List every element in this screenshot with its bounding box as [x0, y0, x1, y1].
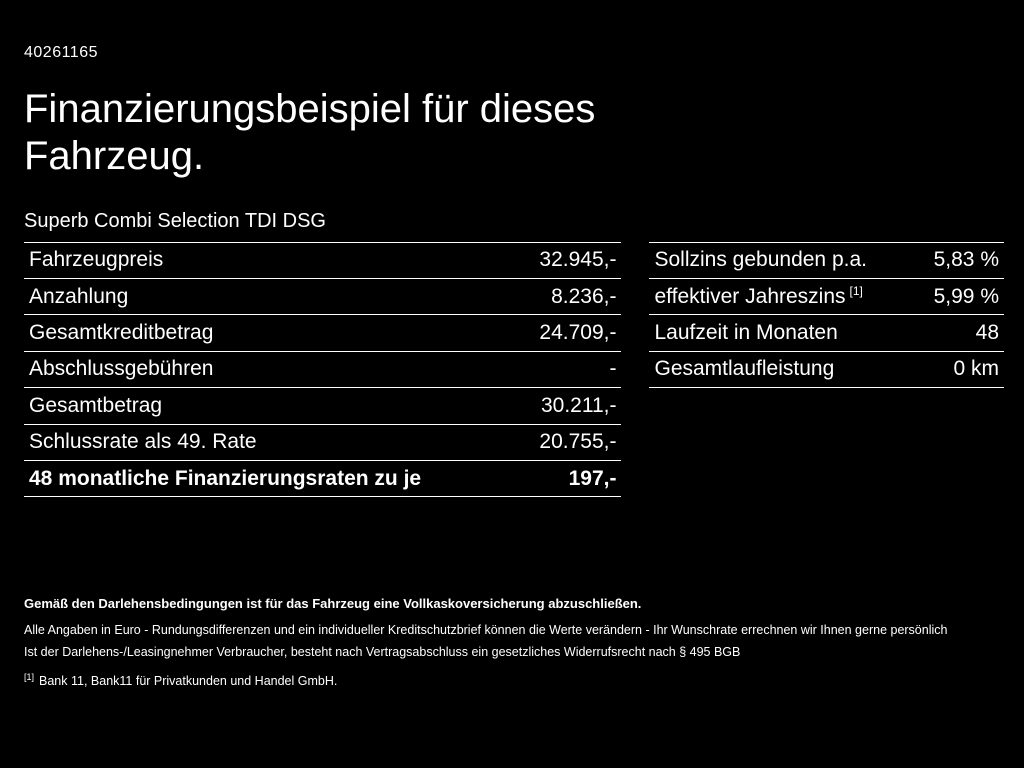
row-label: Gesamtkreditbetrag	[29, 321, 214, 345]
row-value: 24.709,-	[539, 321, 617, 345]
row-label: Schlussrate als 49. Rate	[29, 430, 257, 454]
row-value: 48	[975, 321, 999, 345]
row-value: -	[609, 357, 617, 381]
legal-footer: Gemäß den Darlehensbedingungen ist für d…	[24, 596, 1004, 688]
row-label: Gesamtbetrag	[29, 393, 163, 417]
row-label: Fahrzeugpreis	[29, 248, 164, 272]
footnote-ref: [1]	[849, 284, 863, 299]
insurance-requirement-note: Gemäß den Darlehensbedingungen ist für d…	[24, 596, 642, 612]
table-row-monthly-rate: 48 monatliche Finanzierungsraten zu je 1…	[24, 459, 622, 496]
row-value: 0 km	[953, 357, 999, 381]
table-row: Anzahlung 8.236,-	[24, 277, 622, 314]
row-value: 5,99 %	[933, 284, 999, 308]
row-value: 30.211,-	[540, 393, 617, 417]
row-label: Abschlussgebühren	[29, 357, 214, 381]
table-row: Gesamtbetrag 30.211,-	[24, 387, 622, 423]
financing-tables: Fahrzeugpreis 32.945,- Anzahlung 8.236,-…	[24, 241, 1004, 498]
financing-conditions-table: Sollzins gebunden p.a. 5,83 % effektiver…	[649, 241, 1004, 389]
table-row: Sollzins gebunden p.a. 5,83 %	[649, 241, 1004, 278]
row-label: effektiver Jahreszins [1]	[654, 284, 862, 309]
disclaimer-line-2: Ist der Darlehens-/Leasingnehmer Verbrau…	[24, 645, 741, 660]
row-value: 197,-	[568, 466, 617, 490]
table-row: effektiver Jahreszins [1] 5,99 %	[649, 277, 1004, 314]
disclaimer-line-1: Alle Angaben in Euro - Rundungsdifferenz…	[24, 623, 948, 638]
bank-footnote-text: Bank 11, Bank11 für Privatkunden und Han…	[39, 674, 338, 689]
row-label-text: effektiver Jahreszins	[654, 285, 846, 309]
table-row: Laufzeit in Monaten 48	[649, 314, 1004, 350]
financing-details-table: Fahrzeugpreis 32.945,- Anzahlung 8.236,-…	[24, 241, 622, 498]
row-label: Anzahlung	[29, 284, 129, 308]
row-label: Sollzins gebunden p.a.	[654, 248, 867, 272]
footnote-ref: [1]	[24, 672, 35, 683]
table-row: Abschlussgebühren -	[24, 350, 622, 387]
bank-footnote: [1] Bank 11, Bank11 für Privatkunden und …	[24, 672, 1004, 688]
row-value: 8.236,-	[551, 284, 617, 308]
table-row: Gesamtlaufleistung 0 km	[649, 350, 1004, 387]
vehicle-model-subtitle: Superb Combi Selection TDI DSG	[24, 209, 326, 232]
table-row: Gesamtkreditbetrag 24.709,-	[24, 314, 622, 350]
row-label: Laufzeit in Monaten	[654, 321, 838, 345]
row-label: Gesamtlaufleistung	[654, 357, 835, 381]
row-value: 20.755,-	[539, 430, 617, 454]
table-row: Schlussrate als 49. Rate 20.755,-	[24, 423, 622, 460]
row-value: 32.945,-	[539, 248, 617, 272]
row-value: 5,83 %	[933, 248, 999, 272]
page-title: Finanzierungsbeispiel für dieses Fahrzeu…	[24, 87, 596, 178]
vehicle-id-number: 40261165	[24, 44, 98, 61]
row-label: 48 monatliche Finanzierungsraten zu je	[29, 466, 422, 490]
table-row: Fahrzeugpreis 32.945,-	[24, 241, 622, 278]
